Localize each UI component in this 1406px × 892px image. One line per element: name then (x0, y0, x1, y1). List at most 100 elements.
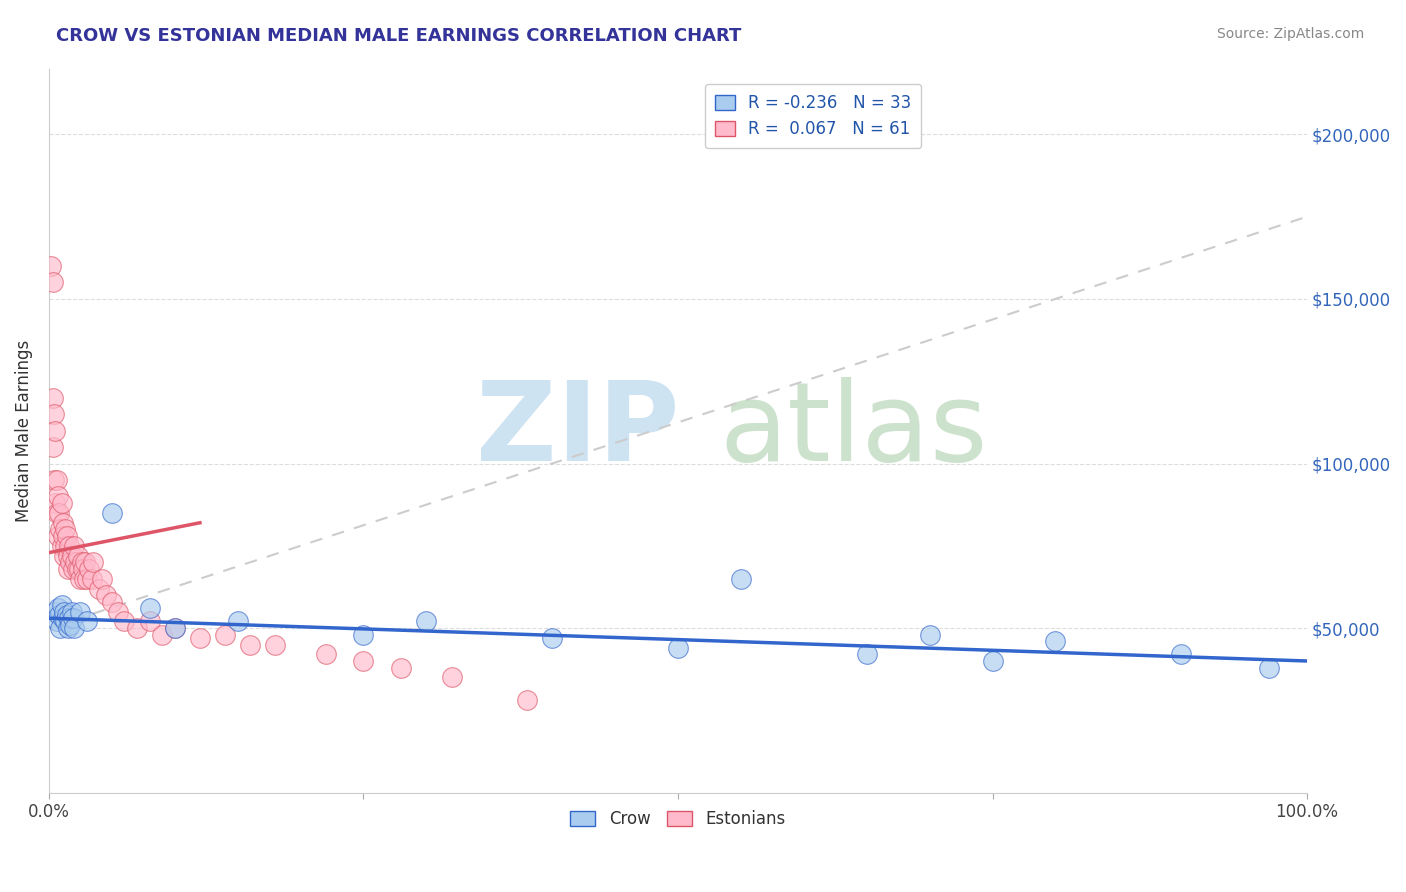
Point (239, 638, 262, 652)
Point (63, 621, 86, 635)
Point (53, 549, 76, 563)
Point (60, 549, 83, 563)
Point (48, 607, 70, 622)
Point (44, 424, 66, 438)
Point (62, 611, 84, 625)
Point (53, 522, 76, 536)
Point (41, 259, 63, 273)
Point (114, 615, 136, 629)
Point (77, 562, 100, 576)
Point (353, 654, 375, 668)
Point (45, 615, 67, 629)
Point (125, 621, 148, 635)
Point (44, 496, 66, 510)
Point (56, 562, 79, 576)
Text: atlas: atlas (720, 377, 988, 484)
Y-axis label: Median Male Earnings: Median Male Earnings (15, 340, 32, 522)
Point (65, 555, 87, 569)
Point (53, 615, 76, 629)
Point (45, 506, 67, 520)
Point (48, 506, 70, 520)
Point (45, 473, 67, 487)
Text: ZIP: ZIP (475, 377, 679, 484)
Point (541, 631, 564, 645)
Point (42, 276, 65, 290)
Point (62, 562, 84, 576)
Point (163, 621, 186, 635)
Point (73, 572, 96, 586)
Point (666, 640, 689, 655)
Point (49, 522, 72, 536)
Text: CROW VS ESTONIAN MEDIAN MALE EARNINGS CORRELATION CHART: CROW VS ESTONIAN MEDIAN MALE EARNINGS CO… (56, 27, 741, 45)
Point (101, 595, 124, 609)
Point (42, 407, 65, 421)
Point (52, 529, 75, 543)
Point (52, 516, 75, 530)
Point (1045, 634, 1067, 648)
Point (138, 615, 160, 629)
Point (415, 615, 437, 629)
Point (70, 555, 93, 569)
Point (58, 611, 80, 625)
Point (42, 473, 65, 487)
Point (80, 572, 103, 586)
Point (56, 549, 79, 563)
Point (389, 660, 412, 674)
Point (315, 648, 337, 662)
Point (107, 605, 129, 619)
Point (353, 628, 375, 642)
Point (42, 440, 65, 454)
Point (89, 582, 111, 596)
Point (46, 529, 69, 543)
Point (55, 607, 77, 622)
Point (53, 605, 76, 619)
Point (150, 628, 173, 642)
Point (440, 670, 463, 684)
Point (214, 628, 236, 642)
Point (138, 601, 160, 615)
Point (58, 539, 80, 553)
Point (69, 605, 91, 619)
Point (49, 621, 72, 635)
Point (918, 628, 941, 642)
Point (90, 572, 112, 586)
Point (46, 490, 69, 504)
Point (46, 601, 69, 615)
Point (52, 611, 75, 625)
Point (51, 598, 73, 612)
Point (855, 648, 877, 662)
Point (76, 615, 98, 629)
Point (67, 562, 90, 576)
Point (188, 631, 211, 645)
Point (226, 615, 249, 629)
Point (1258, 660, 1281, 674)
Point (82, 555, 104, 569)
Point (59, 617, 82, 632)
Point (53, 539, 76, 553)
Point (72, 562, 94, 576)
Point (69, 572, 91, 586)
Point (75, 555, 97, 569)
Point (51, 496, 73, 510)
Point (66, 549, 89, 563)
Point (264, 638, 287, 652)
Point (55, 529, 77, 543)
Point (101, 506, 124, 520)
Point (516, 693, 538, 707)
Point (44, 605, 66, 619)
Point (1170, 648, 1192, 662)
Point (51, 539, 73, 553)
Point (730, 572, 752, 586)
Point (94, 588, 117, 602)
Point (60, 605, 83, 619)
Legend: Crow, Estonians: Crow, Estonians (564, 804, 793, 835)
Point (66, 562, 89, 576)
Point (56, 621, 79, 635)
Point (76, 572, 98, 586)
Point (63, 539, 86, 553)
Point (59, 555, 82, 569)
Point (981, 654, 1004, 668)
Text: Source: ZipAtlas.com: Source: ZipAtlas.com (1216, 27, 1364, 41)
Point (42, 391, 65, 405)
Point (163, 621, 186, 635)
